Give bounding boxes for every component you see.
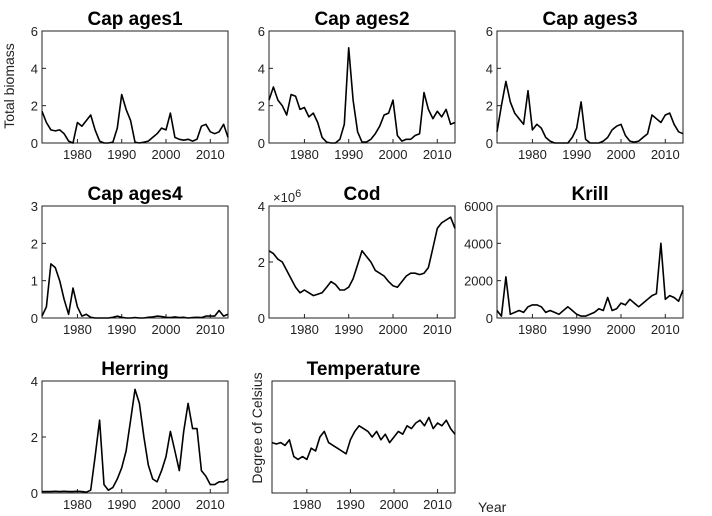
x-tick-label: 2010	[423, 322, 452, 337]
panel-cap-ages3: Cap ages3 1980 1990 2000 2010 0 2 4 6	[486, 9, 684, 162]
y-tick-label: 1	[31, 274, 38, 289]
plot-frame	[271, 380, 456, 494]
panel-herring: Herring 1980 1990 2000 2010 0 2 4	[31, 359, 229, 512]
y-tick-label: 0	[258, 311, 265, 326]
x-tick-label: 2010	[651, 147, 680, 162]
y-tick-label: 4	[258, 199, 265, 214]
plot-frame	[41, 380, 229, 494]
x-tick-label: 2010	[196, 322, 225, 337]
y-tick-label: 2	[258, 255, 265, 270]
y-tick-label: 0	[258, 136, 265, 151]
y-tick-label: 2000	[464, 274, 493, 289]
plot-frame	[41, 205, 229, 319]
panel-title: Cap ages4	[87, 184, 182, 205]
x-tick-label: 2000	[152, 322, 181, 337]
y-tick-label: 6	[486, 24, 493, 39]
x-tick-label: 2010	[423, 497, 452, 512]
x-tick-label: 1980	[290, 322, 319, 337]
y-tick-label: 6	[258, 24, 265, 39]
y-tick-label: 4	[486, 61, 493, 76]
y-tick-label: 6	[31, 24, 38, 39]
y-tick-label: 4000	[464, 236, 493, 251]
x-tick-label: 1980	[518, 147, 547, 162]
x-tick-label: 1980	[518, 322, 547, 337]
y-tick-label: 0	[31, 486, 38, 501]
panel-cap-ages1: Cap ages1 1980 1990 2000 2010 0 2 4 6	[31, 9, 229, 162]
panel-title: Cap ages3	[542, 9, 637, 30]
y-tick-label: 0	[486, 136, 493, 151]
x-tick-label: 1990	[336, 497, 365, 512]
y-axis-label-temperature: Degree of Celsius	[249, 372, 265, 483]
x-tick-label: 1990	[107, 147, 136, 162]
x-tick-label: 2000	[152, 147, 181, 162]
x-tick-label: 2000	[607, 322, 636, 337]
y-axis-label: Total biomass	[1, 43, 17, 129]
panel-temperature: Temperature 1980 1990 2000 2010	[271, 359, 456, 512]
x-tick-label: 1980	[63, 322, 92, 337]
scale-label: ×106	[273, 188, 301, 205]
x-tick-label: 2000	[380, 497, 409, 512]
y-tick-label: 6000	[464, 199, 493, 214]
series-line	[268, 216, 456, 297]
x-tick-label: 2010	[651, 322, 680, 337]
x-tick-label: 2000	[152, 497, 181, 512]
x-tick-label: 1990	[334, 147, 363, 162]
x-tick-label: 1990	[334, 322, 363, 337]
y-tick-label: 2	[31, 236, 38, 251]
x-tick-label: 1990	[562, 147, 591, 162]
series-line	[41, 93, 229, 144]
series-line	[42, 388, 229, 493]
plot-frame	[268, 30, 456, 144]
series-line	[41, 263, 229, 319]
y-tick-label: 0	[31, 311, 38, 326]
y-tick-label: 2	[31, 99, 38, 114]
x-axis-label: Year	[478, 499, 507, 515]
panel-cap-ages2: Cap ages2 1980 1990 2000 2010 0 2 4 6	[258, 9, 456, 162]
y-tick-label: 4	[258, 61, 265, 76]
y-tick-label: 4	[31, 374, 38, 389]
plot-frame	[41, 30, 229, 144]
panel-title: Cap ages2	[314, 9, 409, 30]
panel-krill: Krill 1980 1990 2000 2010 0 2000 4000 6000	[464, 184, 684, 337]
y-tick-label: 4	[31, 61, 38, 76]
panel-title: Herring	[101, 359, 169, 380]
panel-title: Cap ages1	[87, 9, 182, 30]
series-line	[496, 80, 684, 144]
x-tick-label: 2010	[196, 497, 225, 512]
x-tick-label: 1980	[63, 497, 92, 512]
x-tick-label: 2010	[423, 147, 452, 162]
plot-frame	[496, 30, 684, 144]
x-tick-label: 2000	[607, 147, 636, 162]
x-tick-label: 1980	[290, 147, 319, 162]
series-line	[271, 416, 456, 461]
x-tick-label: 2000	[379, 147, 408, 162]
panel-cod: Cod ×106 1980 1990 2000 2010 0 2 4	[258, 184, 456, 337]
series-line	[268, 47, 456, 144]
x-tick-label: 2000	[379, 322, 408, 337]
y-tick-label: 2	[258, 99, 265, 114]
y-tick-label: 2	[486, 99, 493, 114]
y-tick-label: 2	[31, 430, 38, 445]
x-tick-label: 1980	[292, 497, 321, 512]
x-tick-label: 2010	[196, 147, 225, 162]
y-tick-label: 0	[31, 136, 38, 151]
x-tick-label: 1990	[107, 322, 136, 337]
panel-title: Cod	[344, 184, 381, 205]
plot-frame	[496, 205, 684, 319]
panel-title: Krill	[572, 184, 609, 205]
series-line	[496, 242, 684, 317]
x-tick-label: 1980	[63, 147, 92, 162]
y-tick-label: 0	[486, 311, 493, 326]
x-tick-label: 1990	[107, 497, 136, 512]
panel-title: Temperature	[307, 359, 421, 380]
y-tick-label: 3	[31, 199, 38, 214]
panel-cap-ages4: Cap ages4 1980 1990 2000 2010 0 1 2 3	[31, 184, 229, 337]
x-tick-label: 1990	[562, 322, 591, 337]
plot-frame	[268, 205, 456, 319]
